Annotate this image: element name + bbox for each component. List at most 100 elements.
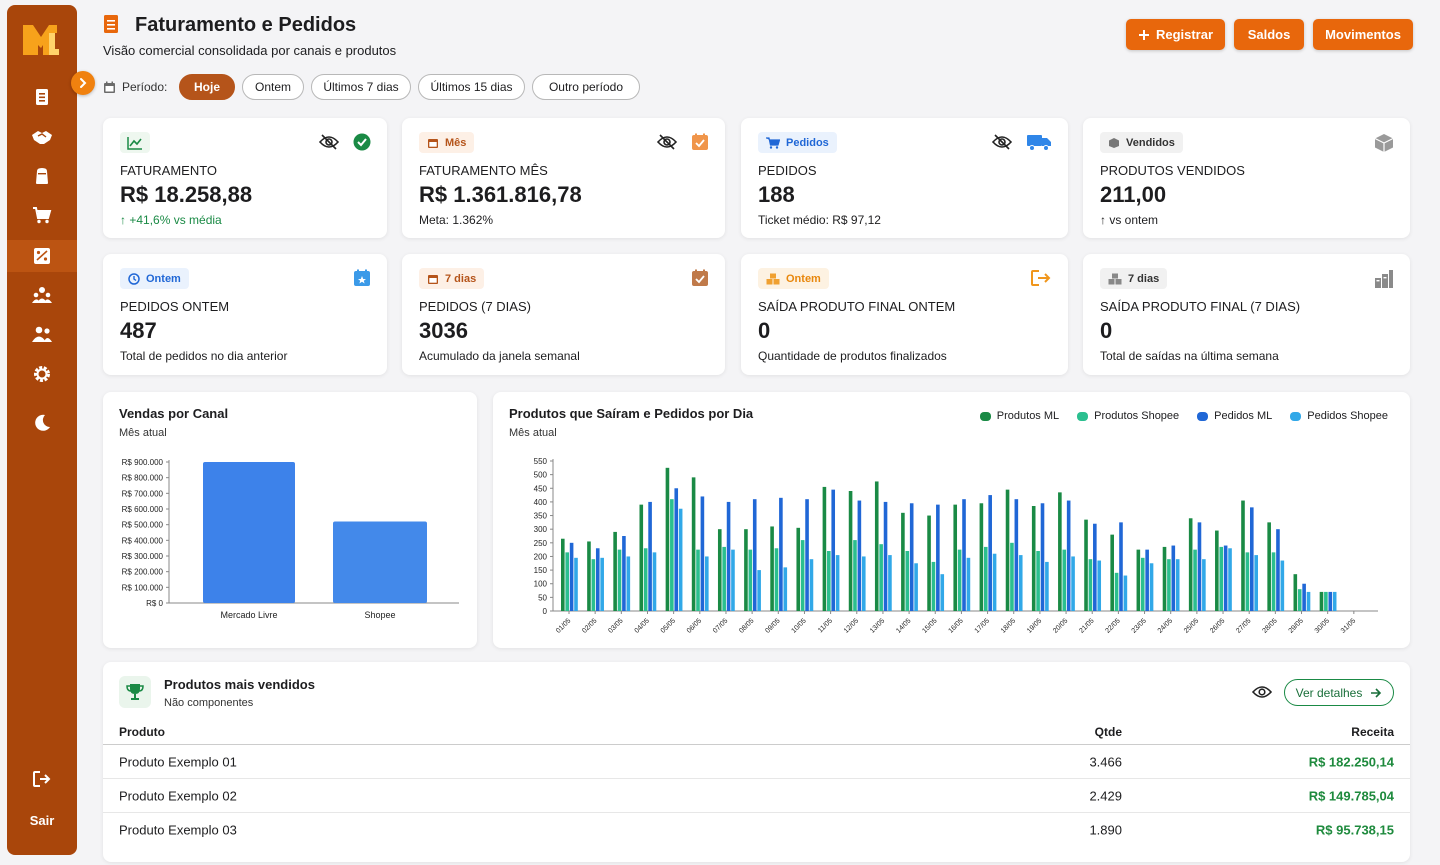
7-dias-badge: 7 dias [419, 268, 485, 289]
logout-label[interactable]: Sair [29, 813, 55, 828]
app-logo[interactable] [21, 19, 61, 59]
daily-chart-card: Produtos que Saíram e Pedidos por Dia Mê… [493, 392, 1410, 648]
legend-item[interactable]: Produtos Shopee [1077, 410, 1179, 422]
kpi-card-faturamento-mes[interactable]: Mês Faturamento mês R$ 1.361.816,78 Meta… [402, 118, 725, 238]
daily-chart-subtitle: Mês atual [509, 427, 557, 439]
gear-icon[interactable] [24, 358, 60, 390]
bar-pedidos-shopee [940, 574, 945, 611]
bar-pedidos-shopee [861, 556, 866, 611]
legend-item[interactable]: Produtos ML [979, 410, 1059, 422]
y-tick-label: R$ 300.000 [122, 552, 164, 561]
eye-off-icon[interactable] [657, 134, 677, 150]
moon-icon[interactable] [24, 407, 60, 439]
clipboard-icon[interactable] [24, 81, 60, 113]
saldos-button[interactable]: Saldos [1234, 19, 1304, 50]
y-tick-label: R$ 600.000 [122, 505, 164, 514]
bar-produtos-shopee [1114, 572, 1119, 611]
kpi-card-pedidos[interactable]: Pedidos Pedidos 188 Ticket médio: R$ 97,… [741, 118, 1068, 238]
product-name: Produto Exemplo 01 [119, 754, 237, 769]
movimentos-button[interactable]: Movimentos [1313, 19, 1413, 50]
table-row[interactable]: Produto Exemplo 03 1.890 R$ 95.738,15 [103, 813, 1410, 847]
y-tick-label: R$ 800.000 [122, 474, 164, 483]
y-tick-label: R$ 500.000 [122, 521, 164, 530]
bar-produtos-ml [1267, 522, 1271, 611]
bar-pedidos-ml [674, 488, 679, 611]
bar-pedidos-ml [648, 501, 652, 611]
eye-off-icon[interactable] [319, 134, 339, 150]
kpi-note: Acumulado da janela semanal [419, 349, 580, 363]
boxes-icon [1108, 273, 1122, 284]
kpi-value: 3036 [419, 318, 468, 343]
bar-produtos-shopee [1010, 542, 1014, 611]
periodo-option-15-dias[interactable]: Últimos 15 dias [418, 74, 525, 100]
exit-icon [1031, 270, 1051, 286]
pedidos-badge: Pedidos [758, 132, 837, 153]
product-name: Produto Exemplo 02 [119, 788, 237, 803]
package-icon [1374, 134, 1394, 152]
vendidos-badge: Vendidos [1100, 132, 1183, 153]
bar-produtos-shopee [879, 544, 883, 611]
handshake-icon[interactable] [24, 121, 60, 153]
periodo-option-outro[interactable]: Outro período [532, 74, 640, 100]
ver-detalhes-button[interactable]: Ver detalhes [1284, 679, 1394, 706]
calendar-icon [428, 138, 438, 148]
x-tick-label: 23/05 [1131, 617, 1148, 634]
y-tick-label: 50 [538, 593, 547, 602]
y-tick-label: 350 [534, 512, 548, 521]
logout-icon[interactable] [24, 763, 60, 795]
kpi-card-saida-ontem[interactable]: Ontem Saída produto final ontem 0 Quanti… [741, 254, 1068, 375]
eye-off-icon[interactable] [992, 134, 1012, 150]
box-icon [1109, 137, 1119, 148]
table-row[interactable]: Produto Exemplo 02 2.429 R$ 149.785,04 [103, 779, 1410, 813]
box-icon[interactable] [24, 160, 60, 192]
bar-pedidos-shopee [888, 555, 892, 611]
bar-produtos-shopee [670, 499, 674, 611]
x-tick-label: 14/05 [895, 617, 912, 634]
column-header[interactable]: Qtde [1094, 725, 1122, 739]
bar-produtos-shopee [565, 552, 569, 611]
bar-produtos-shopee [643, 548, 648, 611]
x-tick-label: 19/05 [1026, 617, 1043, 634]
y-tick-label: R$ 700.000 [122, 489, 164, 498]
bar-pedidos-shopee [626, 556, 631, 611]
column-header[interactable]: Receita [1351, 725, 1394, 739]
kpi-card-produtos-vendidos[interactable]: Vendidos Produtos vendidos 211,00 ↑ vs o… [1083, 118, 1410, 238]
bar-pedidos-shopee [678, 508, 683, 611]
bar-pedidos-shopee [783, 567, 788, 611]
periodo-option-hoje[interactable]: Hoje [179, 74, 235, 100]
x-tick-label: 06/05 [686, 617, 703, 634]
sidebar-toggle-button[interactable] [71, 71, 95, 95]
kpi-card-faturamento[interactable]: Faturamento R$ 18.258,88 ↑ +41,6% vs méd… [103, 118, 387, 238]
cart-icon[interactable] [24, 199, 60, 231]
legend-item[interactable]: Pedidos ML [1197, 410, 1272, 422]
bar-produtos-shopee [931, 561, 936, 611]
bar-pedidos-ml [936, 504, 940, 611]
bar-shopee [333, 521, 427, 603]
users-icon[interactable] [24, 318, 60, 350]
kpi-value: R$ 1.361.816,78 [419, 182, 582, 207]
bar-pedidos-shopee [1018, 555, 1023, 611]
report-icon[interactable] [7, 240, 77, 272]
kpi-value: R$ 18.258,88 [120, 182, 253, 207]
bar-produtos-ml [1162, 546, 1167, 611]
y-tick-label: R$ 200.000 [122, 568, 164, 577]
kpi-card-pedidos-ontem[interactable]: Ontem Pedidos ontem 487 Total de pedidos… [103, 254, 387, 375]
legend-item[interactable]: Pedidos Shopee [1290, 410, 1388, 422]
column-header[interactable]: Produto [119, 725, 165, 739]
x-tick-label: 03/05 [607, 617, 624, 634]
table-row[interactable]: Produto Exemplo 01 3.466 R$ 182.250,14 [103, 745, 1410, 779]
kpi-card-saida-7-dias[interactable]: 7 dias Saída produto final (7 dias) 0 To… [1083, 254, 1410, 375]
kpi-card-pedidos-7-dias[interactable]: 7 dias Pedidos (7 dias) 3036 Acumulado d… [402, 254, 725, 375]
periodo-option-ontem[interactable]: Ontem [242, 74, 304, 100]
x-tick-label: 21/05 [1078, 617, 1095, 634]
bar-pedidos-shopee [1175, 559, 1180, 611]
bar-pedidos-shopee [1332, 591, 1337, 611]
bar-pedidos-shopee [809, 559, 814, 611]
eye-icon[interactable] [1252, 685, 1272, 699]
periodo-option-7-dias[interactable]: Últimos 7 dias [311, 74, 411, 100]
registrar-button[interactable]: Registrar [1126, 19, 1225, 50]
bar-produtos-shopee [696, 549, 700, 611]
product-revenue: R$ 149.785,04 [1308, 788, 1394, 803]
team-icon[interactable] [24, 279, 60, 311]
bar-produtos-shopee [591, 559, 596, 611]
